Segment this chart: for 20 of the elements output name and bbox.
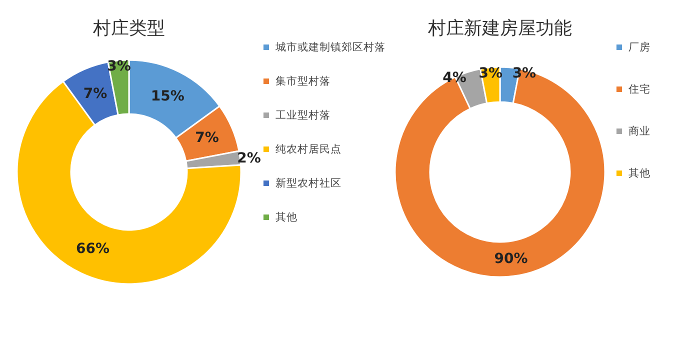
legend-label: 工业型村落 xyxy=(276,108,330,122)
data-label: 7% xyxy=(83,86,108,102)
legend-label: 城市或建制镇郊区村落 xyxy=(274,40,386,54)
legend-label: 商业 xyxy=(628,124,650,138)
legend-label: 其他 xyxy=(276,210,298,224)
chart-title: 村庄新建房屋功能 xyxy=(427,18,572,39)
legend-label: 纯农村居民点 xyxy=(276,142,342,156)
donut-slice xyxy=(394,68,606,278)
legend-label: 新型农村社区 xyxy=(276,176,342,190)
chart-title: 村庄类型 xyxy=(92,18,165,39)
data-label: 66% xyxy=(76,240,110,257)
data-label: 90% xyxy=(494,250,528,267)
data-label: 4% xyxy=(442,70,466,86)
legend-label: 住宅 xyxy=(628,82,650,96)
legend-label: 集市型村落 xyxy=(276,74,330,88)
data-label: 7% xyxy=(195,130,219,146)
legend-label: 厂房 xyxy=(628,40,650,54)
legend-label: 其他 xyxy=(628,166,650,180)
data-label: 15% xyxy=(150,88,184,104)
data-label: 2% xyxy=(237,150,261,167)
